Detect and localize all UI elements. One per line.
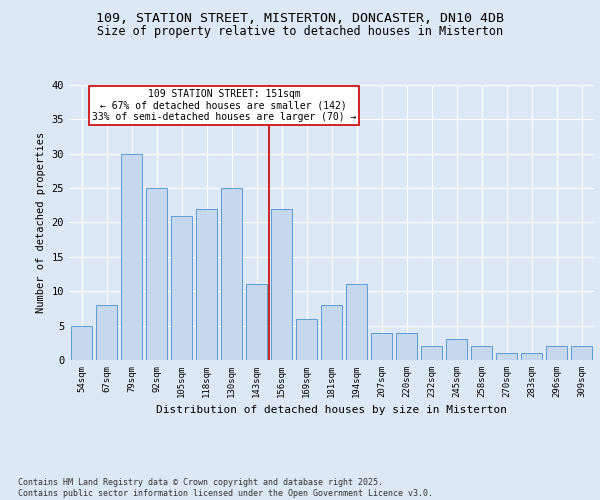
Bar [121, 154, 142, 360]
Bar [71, 326, 92, 360]
Bar [496, 353, 517, 360]
Text: Size of property relative to detached houses in Misterton: Size of property relative to detached ho… [97, 25, 503, 38]
Bar [546, 346, 567, 360]
Bar [246, 284, 267, 360]
Bar [571, 346, 592, 360]
Bar [371, 332, 392, 360]
Bar [471, 346, 492, 360]
Bar [96, 305, 117, 360]
Bar [346, 284, 367, 360]
Bar [171, 216, 192, 360]
Bar [321, 305, 342, 360]
Bar [446, 340, 467, 360]
Y-axis label: Number of detached properties: Number of detached properties [36, 132, 46, 313]
Bar [146, 188, 167, 360]
Bar [296, 319, 317, 360]
Bar [421, 346, 442, 360]
Bar [196, 209, 217, 360]
Bar [221, 188, 242, 360]
Text: Contains HM Land Registry data © Crown copyright and database right 2025.
Contai: Contains HM Land Registry data © Crown c… [18, 478, 433, 498]
Bar [271, 209, 292, 360]
Text: 109 STATION STREET: 151sqm
← 67% of detached houses are smaller (142)
33% of sem: 109 STATION STREET: 151sqm ← 67% of deta… [92, 89, 356, 122]
X-axis label: Distribution of detached houses by size in Misterton: Distribution of detached houses by size … [156, 406, 507, 415]
Bar [396, 332, 417, 360]
Bar [521, 353, 542, 360]
Text: 109, STATION STREET, MISTERTON, DONCASTER, DN10 4DB: 109, STATION STREET, MISTERTON, DONCASTE… [96, 12, 504, 26]
